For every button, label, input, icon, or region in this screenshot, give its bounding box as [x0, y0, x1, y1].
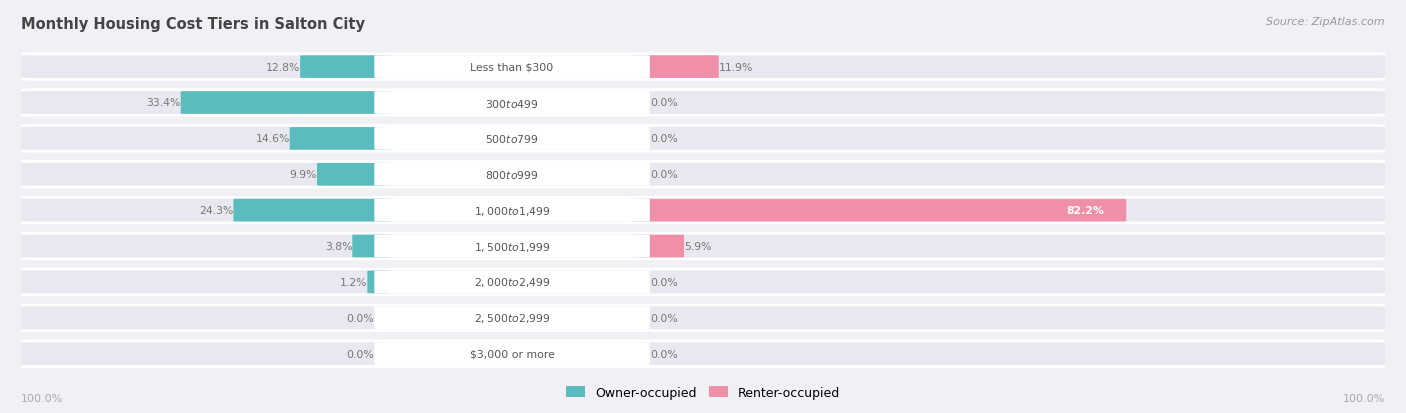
FancyBboxPatch shape: [18, 341, 1388, 367]
Text: 3.8%: 3.8%: [325, 242, 353, 252]
Text: 0.0%: 0.0%: [650, 313, 678, 323]
Text: $300 to $499: $300 to $499: [485, 97, 538, 109]
Text: 1.2%: 1.2%: [340, 277, 367, 287]
FancyBboxPatch shape: [353, 235, 391, 258]
Text: 100.0%: 100.0%: [1343, 393, 1385, 403]
Text: Source: ZipAtlas.com: Source: ZipAtlas.com: [1267, 17, 1385, 26]
FancyBboxPatch shape: [374, 235, 650, 258]
Text: 9.9%: 9.9%: [290, 170, 316, 180]
FancyBboxPatch shape: [18, 162, 1388, 188]
FancyBboxPatch shape: [316, 164, 391, 186]
FancyBboxPatch shape: [299, 56, 391, 79]
Text: 100.0%: 100.0%: [21, 393, 63, 403]
FancyBboxPatch shape: [374, 164, 650, 186]
Text: $2,000 to $2,499: $2,000 to $2,499: [474, 276, 550, 289]
FancyBboxPatch shape: [18, 198, 1388, 223]
FancyBboxPatch shape: [374, 128, 650, 150]
Text: 0.0%: 0.0%: [650, 170, 678, 180]
Text: 11.9%: 11.9%: [718, 62, 754, 72]
FancyBboxPatch shape: [181, 92, 391, 114]
FancyBboxPatch shape: [367, 271, 391, 294]
FancyBboxPatch shape: [18, 90, 1388, 116]
Text: Monthly Housing Cost Tiers in Salton City: Monthly Housing Cost Tiers in Salton Cit…: [21, 17, 366, 31]
FancyBboxPatch shape: [18, 234, 1388, 259]
FancyBboxPatch shape: [18, 305, 1388, 331]
Text: $3,000 or more: $3,000 or more: [470, 349, 554, 359]
FancyBboxPatch shape: [374, 307, 650, 329]
FancyBboxPatch shape: [233, 199, 391, 222]
FancyBboxPatch shape: [18, 126, 1388, 152]
FancyBboxPatch shape: [374, 271, 650, 294]
FancyBboxPatch shape: [374, 199, 650, 222]
Text: 0.0%: 0.0%: [650, 98, 678, 108]
Text: $1,500 to $1,999: $1,500 to $1,999: [474, 240, 550, 253]
Text: 33.4%: 33.4%: [146, 98, 181, 108]
Text: 0.0%: 0.0%: [346, 313, 374, 323]
Text: 0.0%: 0.0%: [650, 134, 678, 144]
Text: 5.9%: 5.9%: [683, 242, 711, 252]
Text: $2,500 to $2,999: $2,500 to $2,999: [474, 311, 550, 325]
FancyBboxPatch shape: [290, 128, 391, 150]
Text: 82.2%: 82.2%: [1066, 206, 1105, 216]
Text: 0.0%: 0.0%: [650, 277, 678, 287]
FancyBboxPatch shape: [18, 55, 1388, 80]
FancyBboxPatch shape: [374, 92, 650, 114]
FancyBboxPatch shape: [374, 342, 650, 365]
Text: $1,000 to $1,499: $1,000 to $1,499: [474, 204, 550, 217]
Text: 14.6%: 14.6%: [256, 134, 290, 144]
Text: $800 to $999: $800 to $999: [485, 169, 538, 181]
Text: $500 to $799: $500 to $799: [485, 133, 538, 145]
FancyBboxPatch shape: [634, 56, 718, 79]
FancyBboxPatch shape: [18, 269, 1388, 295]
Text: 0.0%: 0.0%: [346, 349, 374, 359]
Text: 24.3%: 24.3%: [200, 206, 233, 216]
Text: 0.0%: 0.0%: [650, 349, 678, 359]
FancyBboxPatch shape: [374, 56, 650, 79]
FancyBboxPatch shape: [634, 235, 683, 258]
Text: Less than $300: Less than $300: [471, 62, 554, 72]
FancyBboxPatch shape: [634, 199, 1126, 222]
Text: 12.8%: 12.8%: [266, 62, 299, 72]
Legend: Owner-occupied, Renter-occupied: Owner-occupied, Renter-occupied: [561, 381, 845, 404]
